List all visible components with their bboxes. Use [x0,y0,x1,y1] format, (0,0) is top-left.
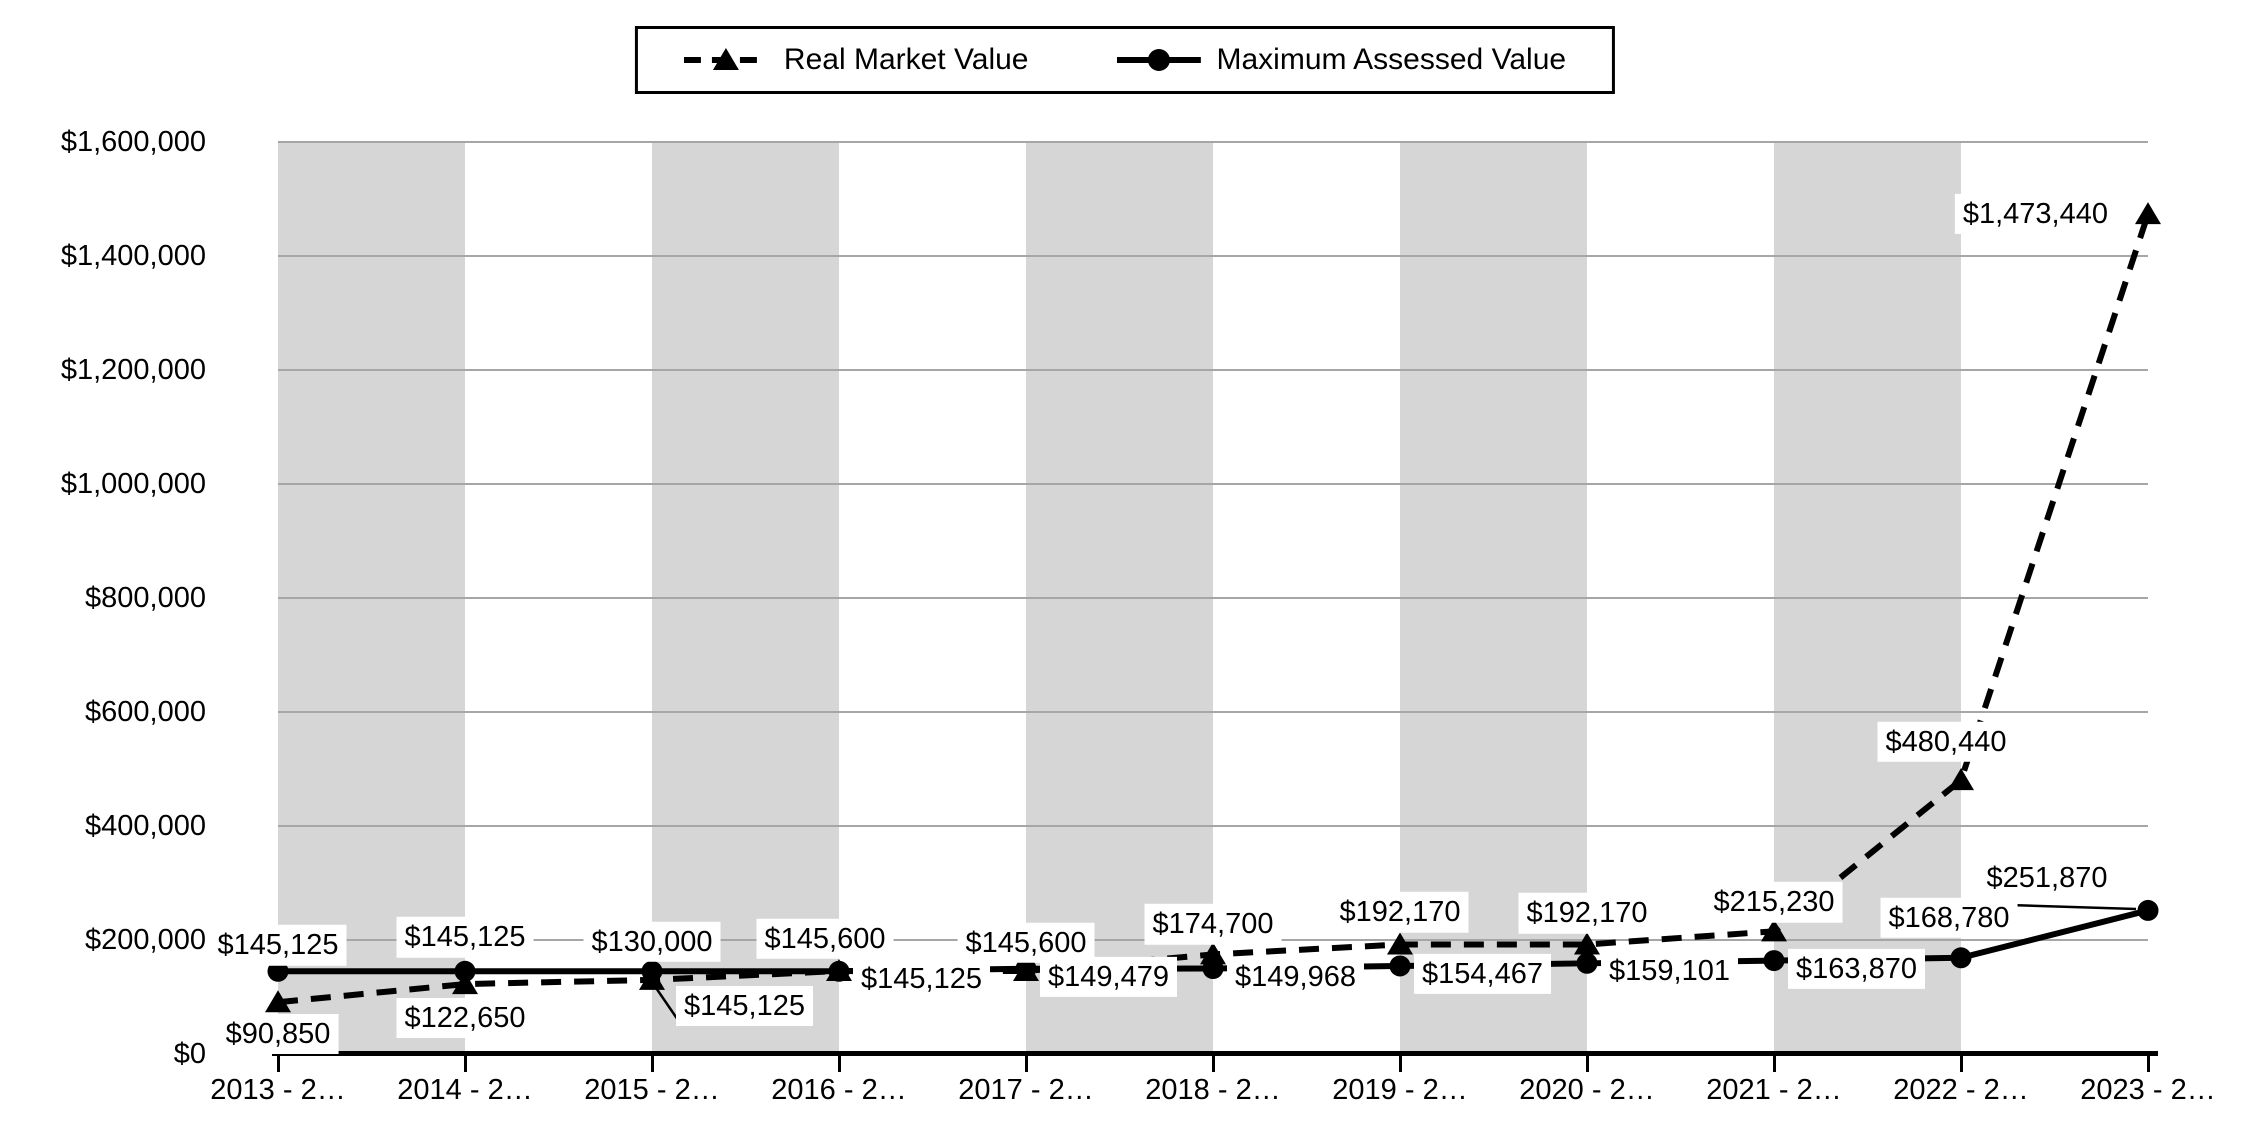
y-axis-tick-label: $800,000 [85,582,206,614]
gridline [278,597,2148,599]
data-label: $154,467 [1414,953,1551,995]
x-axis-tick-label: 2014 - 2… [397,1074,533,1106]
data-label: $192,170 [1331,892,1469,933]
gridline [278,369,2148,371]
circle-marker [2137,899,2159,921]
y-axis-tick-label: $1,600,000 [60,126,206,158]
gridline [278,711,2148,713]
x-axis-tick [276,1056,280,1072]
x-axis-tick-label: 2021 - 2… [1706,1074,1842,1106]
dashed-line-triangle-marker-icon [683,48,768,70]
data-label: $122,650 [396,998,534,1039]
legend-label-maximum-assessed-value: Maximum Assessed Value [1216,43,1567,76]
x-axis-tick-label: 2013 - 2… [210,1074,346,1106]
data-label: $215,230 [1705,882,1843,923]
solid-line-circle-marker-icon [1116,49,1201,71]
data-label: $174,700 [1144,904,1282,945]
x-axis-tick [1772,1056,1776,1072]
legend: Real Market Value Maximum Assessed Value [634,26,1616,94]
data-label: $145,125 [396,917,534,958]
data-label: $1,473,440 [1954,194,2116,235]
data-label: $145,600 [756,918,894,959]
data-label: $149,479 [1040,956,1177,997]
data-label: $251,870 [1978,858,2116,899]
x-axis-tick [1959,1056,1963,1072]
x-axis-tick-label: 2016 - 2… [771,1074,907,1106]
data-label: $149,968 [1227,956,1364,997]
data-label: $192,170 [1518,893,1656,934]
x-axis-tick-label: 2015 - 2… [584,1074,720,1106]
gridline [278,483,2148,485]
triangle-marker [2135,202,2161,225]
y-axis-tick-label: $400,000 [85,810,206,842]
x-axis-tick-label: 2019 - 2… [1332,1074,1468,1106]
data-label: $145,125 [209,925,347,966]
y-axis-tick-label: $1,200,000 [60,354,206,386]
y-axis-tick-label: $200,000 [85,924,206,956]
y-axis-tick-label: $0 [173,1038,206,1070]
x-axis-tick [837,1056,841,1072]
x-axis-tick [1398,1056,1402,1072]
x-axis-tick-label: 2018 - 2… [1145,1074,1281,1106]
data-label: $480,440 [1877,721,2015,763]
x-axis-tick [1024,1056,1028,1072]
legend-label-real-market-value: Real Market Value [783,43,1029,76]
x-axis-tick [2146,1056,2150,1072]
x-axis-tick-label: 2023 - 2… [2080,1074,2216,1106]
data-label: $168,780 [1880,897,2018,938]
gridline [278,255,2148,257]
x-axis-tick [1211,1056,1215,1072]
data-label: $90,850 [217,1014,339,1055]
gridline [278,141,2148,143]
legend-item-real-market-value: Real Market Value [683,43,1029,77]
y-axis-tick-label: $600,000 [85,696,206,728]
x-axis-tick [650,1056,654,1072]
x-axis-line [272,1051,2158,1056]
data-label: $130,000 [583,921,721,962]
data-label: $163,870 [1788,948,1925,989]
x-axis-tick-label: 2022 - 2… [1893,1074,2029,1106]
x-axis-tick-label: 2020 - 2… [1519,1074,1655,1106]
x-axis-tick [463,1056,467,1072]
legend-item-maximum-assessed-value: Maximum Assessed Value [1116,43,1566,77]
data-label: $159,101 [1601,951,1738,992]
x-axis-tick [1585,1056,1589,1072]
data-label: $145,125 [676,986,813,1027]
y-axis-tick-label: $1,000,000 [60,468,206,500]
x-axis-tick-label: 2017 - 2… [958,1074,1094,1106]
gridline [278,825,2148,827]
y-axis-tick-label: $1,400,000 [60,240,206,272]
data-label: $145,125 [853,959,990,1000]
